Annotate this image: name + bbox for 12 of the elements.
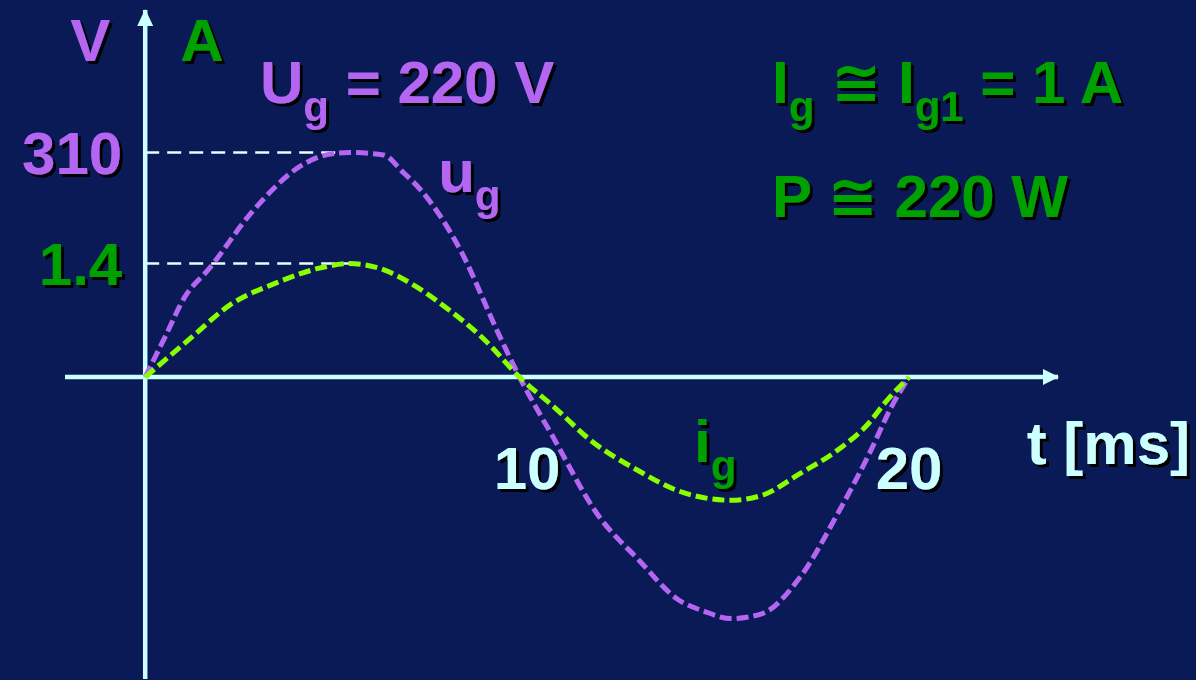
- annotation: 310: [22, 119, 123, 187]
- y-axis-title: V: [70, 7, 111, 74]
- annotation: 1.4: [38, 230, 123, 298]
- x-tick-label: 20: [875, 434, 943, 502]
- text: U$_{g}$ = 220 V: [260, 49, 555, 130]
- text: I$_{g}$ ≅ I$_{g1}$ = 1 A: [772, 49, 1124, 130]
- x-tick-label: 10: [493, 434, 561, 502]
- y2-axis-title: A: [180, 7, 224, 74]
- series-label: u$_{g}$: [438, 138, 501, 220]
- annotation: P ≅ 220 W: [772, 163, 1069, 230]
- series-label: i$_{g}$: [694, 408, 737, 490]
- x-axis-title: t [ms]: [1026, 410, 1190, 478]
